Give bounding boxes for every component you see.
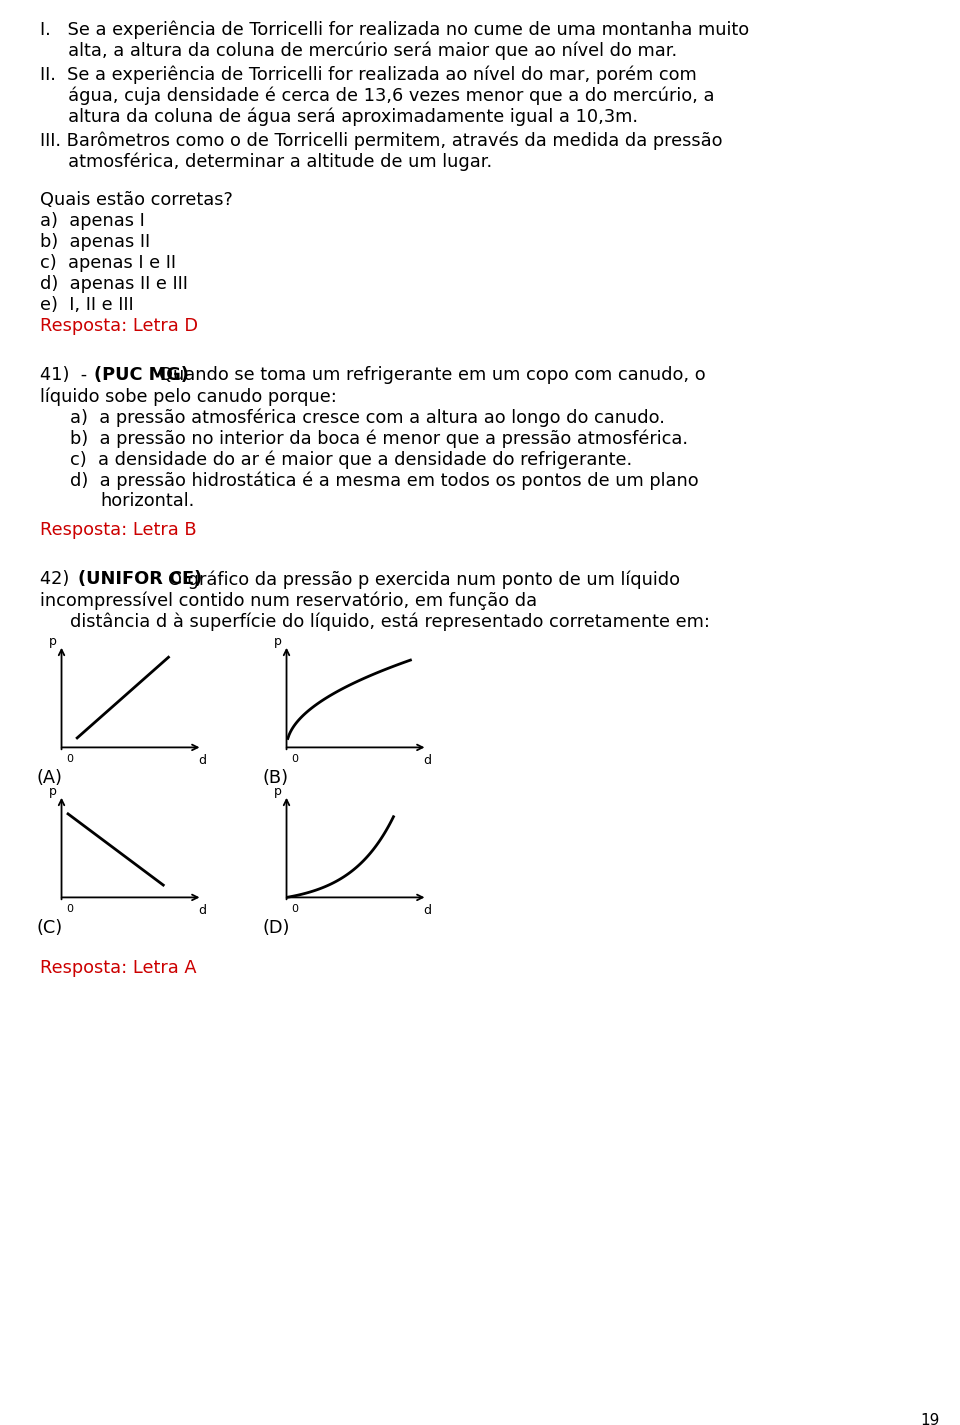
Text: Resposta: Letra D: Resposta: Letra D (40, 316, 198, 335)
Text: (C): (C) (37, 919, 63, 938)
Text: p: p (48, 634, 57, 648)
Text: distância d à superfície do líquido, está representado corretamente em:: distância d à superfície do líquido, est… (70, 611, 710, 630)
Text: e)  I, II e III: e) I, II e III (40, 296, 133, 314)
Text: alta, a altura da coluna de mercúrio será maior que ao nível do mar.: alta, a altura da coluna de mercúrio ser… (40, 41, 677, 60)
Text: água, cuja densidade é cerca de 13,6 vezes menor que a do mercúrio, a: água, cuja densidade é cerca de 13,6 vez… (40, 86, 714, 104)
Text: 41)  -: 41) - (40, 366, 93, 383)
Text: (UNIFOR CE): (UNIFOR CE) (79, 570, 203, 589)
Text: b)  a pressão no interior da boca é menor que a pressão atmosférica.: b) a pressão no interior da boca é menor… (70, 429, 688, 447)
Text: Resposta: Letra A: Resposta: Letra A (40, 959, 197, 978)
Text: a)  apenas I: a) apenas I (40, 212, 145, 229)
Text: II.  Se a experiência de Torricelli for realizada ao nível do mar, porém com: II. Se a experiência de Torricelli for r… (40, 66, 697, 84)
Text: d: d (423, 754, 431, 767)
Text: O gráfico da pressão p exercida num ponto de um líquido: O gráfico da pressão p exercida num pont… (168, 570, 681, 589)
Text: (A): (A) (37, 770, 63, 787)
Text: líquido sobe pelo canudo porque:: líquido sobe pelo canudo porque: (40, 388, 337, 406)
Text: (B): (B) (262, 770, 288, 787)
Text: (D): (D) (262, 919, 290, 938)
Text: Quais estão corretas?: Quais estão corretas? (40, 191, 233, 209)
Text: p: p (274, 634, 281, 648)
Text: (PUC MG): (PUC MG) (93, 366, 188, 383)
Text: Quando se toma um refrigerante em um copo com canudo, o: Quando se toma um refrigerante em um cop… (159, 366, 706, 383)
Text: a)  a pressão atmosférica cresce com a altura ao longo do canudo.: a) a pressão atmosférica cresce com a al… (70, 408, 665, 426)
Text: d: d (199, 754, 206, 767)
Text: atmosférica, determinar a altitude de um lugar.: atmosférica, determinar a altitude de um… (40, 152, 492, 171)
Text: 0: 0 (67, 903, 74, 913)
Text: b)  apenas II: b) apenas II (40, 234, 150, 251)
Text: horizontal.: horizontal. (100, 492, 194, 510)
Text: d: d (423, 903, 431, 918)
Text: 19: 19 (921, 1414, 940, 1425)
Text: 42): 42) (40, 570, 81, 589)
Text: 0: 0 (292, 903, 299, 913)
Text: p: p (48, 785, 57, 798)
Text: c)  a densidade do ar é maior que a densidade do refrigerante.: c) a densidade do ar é maior que a densi… (70, 450, 632, 469)
Text: altura da coluna de água será aproximadamente igual a 10,3m.: altura da coluna de água será aproximada… (40, 107, 638, 125)
Text: Resposta: Letra B: Resposta: Letra B (40, 522, 197, 539)
Text: c)  apenas I e II: c) apenas I e II (40, 254, 176, 272)
Text: 0: 0 (67, 754, 74, 764)
Text: I.   Se a experiência de Torricelli for realizada no cume de uma montanha muito: I. Se a experiência de Torricelli for re… (40, 20, 749, 38)
Text: III. Barômetros como o de Torricelli permitem, através da medida da pressão: III. Barômetros como o de Torricelli per… (40, 131, 723, 150)
Text: d)  a pressão hidrostática é a mesma em todos os pontos de um plano: d) a pressão hidrostática é a mesma em t… (70, 472, 699, 490)
Text: incompressível contido num reservatório, em função da: incompressível contido num reservatório,… (40, 591, 538, 610)
Text: 0: 0 (292, 754, 299, 764)
Text: d: d (199, 903, 206, 918)
Text: p: p (274, 785, 281, 798)
Text: d)  apenas II e III: d) apenas II e III (40, 275, 188, 294)
